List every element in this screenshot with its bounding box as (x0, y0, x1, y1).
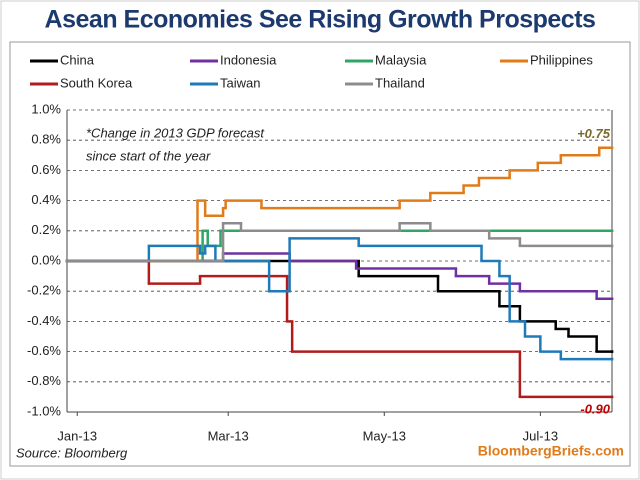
x-tick-label: Jul-13 (523, 428, 558, 443)
y-tick-label: 0.2% (31, 222, 61, 237)
y-tick-label: 1.0% (31, 101, 61, 116)
legend-label: Thailand (375, 75, 425, 90)
legend-label: Indonesia (220, 52, 277, 67)
y-tick-label: 0.4% (31, 192, 61, 207)
source: Source: Bloomberg (16, 445, 128, 460)
y-tick-label: -1.0% (27, 403, 61, 418)
legend-label: Philippines (530, 52, 593, 67)
credit: BloombergBriefs.com (478, 443, 624, 459)
end-label: +0.75 (577, 126, 611, 141)
y-tick-label: 0.8% (31, 132, 61, 147)
x-tick-label: Mar-13 (208, 428, 249, 443)
y-tick-label: -0.4% (27, 313, 61, 328)
chart-box (9, 41, 631, 467)
chart-title: Asean Economies See Rising Growth Prospe… (45, 6, 596, 34)
y-tick-label: 0.0% (31, 252, 61, 267)
y-tick-label: -0.8% (27, 373, 61, 388)
legend-label: Malaysia (375, 52, 427, 67)
note: since start of the year (86, 148, 211, 163)
note: *Change in 2013 GDP forecast (86, 125, 265, 140)
y-tick-label: -0.6% (27, 343, 61, 358)
legend-label: Taiwan (220, 75, 260, 90)
end-label: -0.90 (580, 401, 610, 416)
x-tick-label: Jan-13 (57, 428, 97, 443)
y-tick-label: -0.2% (27, 283, 61, 298)
x-tick-label: May-13 (363, 428, 406, 443)
legend-label: China (60, 52, 95, 67)
y-tick-label: 0.6% (31, 162, 61, 177)
legend-label: South Korea (60, 75, 133, 90)
